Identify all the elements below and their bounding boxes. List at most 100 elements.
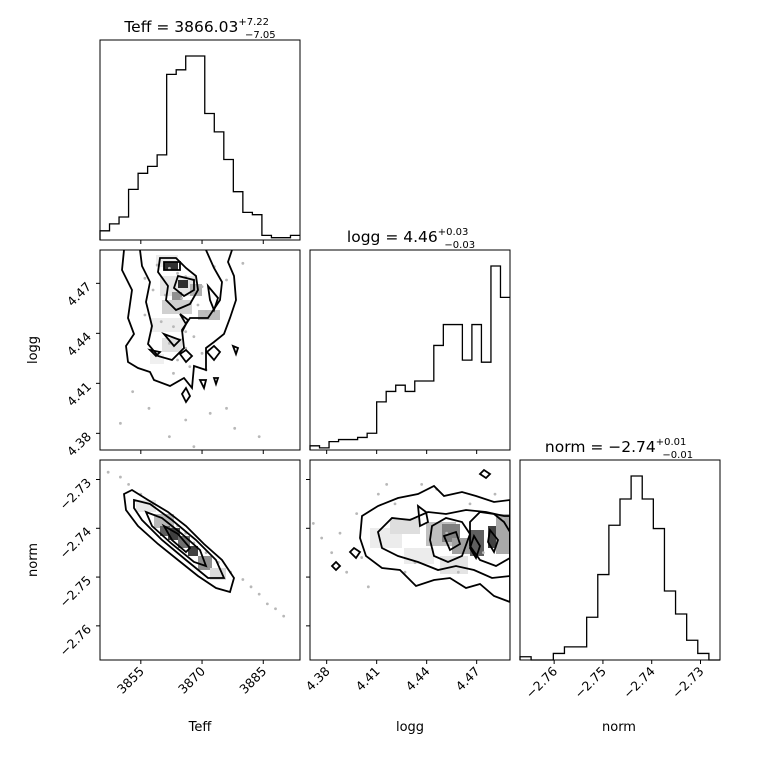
sample-point [345, 570, 349, 574]
sample-point [360, 556, 364, 559]
sample-point [456, 570, 460, 574]
sample-point [265, 602, 269, 606]
sample-point [393, 502, 397, 506]
sample-point [445, 531, 449, 535]
sample-point [501, 517, 505, 520]
panel-frame [309, 249, 511, 451]
y-tick-label: −2.73 [56, 475, 94, 513]
panel-teff-histogram: Teff = 3866.03+7.22 −7.05 [99, 17, 301, 244]
sample-point [249, 585, 253, 589]
sample-point [143, 276, 147, 280]
hist-bin [676, 614, 687, 660]
sample-point [131, 390, 135, 394]
x-axis-label-norm: norm [602, 720, 636, 735]
hist-bin [434, 345, 444, 450]
teff-hist-bins [99, 55, 300, 241]
sample-point [147, 406, 151, 410]
x-axis-label-teff: Teff [188, 720, 213, 735]
panel-frame [99, 249, 301, 451]
hist-bin [195, 56, 205, 240]
hist-step-line [99, 55, 300, 240]
hist-bin [205, 114, 215, 241]
title-logg-main: logg = 4.46 [347, 228, 438, 246]
hist-bin [243, 212, 253, 240]
hist-bin [348, 440, 358, 450]
hist-bin [329, 442, 339, 450]
title-norm-sup: +0.01 [656, 437, 687, 448]
hist-bin [148, 166, 158, 240]
hist-bin [167, 74, 177, 240]
x-tick-label: 4.47 [452, 664, 482, 694]
hist-bin [698, 653, 709, 660]
title-logg-sub: −0.03 [444, 240, 475, 251]
sample-point [180, 296, 184, 300]
sample-point [184, 418, 188, 422]
sample-point [468, 502, 472, 506]
panel-frame [309, 459, 511, 661]
x-tick-label: 4.38 [302, 663, 332, 693]
hist-bin [339, 440, 349, 450]
sample-point [320, 536, 324, 540]
sample-point [311, 522, 315, 525]
sample-point [127, 482, 130, 486]
hist-bin [415, 381, 425, 450]
x-tick-label: −2.75 [571, 664, 609, 702]
sample-point [119, 475, 122, 479]
hist-bin [631, 476, 642, 660]
hist-bin [653, 529, 664, 660]
hist-bin [186, 56, 196, 240]
y-tick-label: 4.38 [64, 429, 94, 459]
hist-bin [367, 433, 377, 450]
hist-bin [100, 231, 110, 240]
hist-bin [462, 360, 472, 450]
panel-logg-histogram: logg = 4.46+0.03 −0.03 [309, 227, 511, 454]
title-teff: Teff = 3866.03+7.22 −7.05 [123, 17, 275, 41]
panel-teff-logg [96, 249, 301, 454]
sample-point [176, 358, 179, 362]
x-axis-label-logg: logg [396, 720, 424, 735]
x-tick-label: 3855 [114, 664, 147, 697]
sample-point [188, 365, 192, 369]
sample-point [366, 585, 370, 589]
sample-point [192, 335, 196, 339]
sample-point [192, 445, 196, 449]
hist-bin [138, 173, 148, 240]
y-tick-label: 4.41 [64, 379, 94, 409]
x-tick-labels-norm: −2.76 −2.75 −2.74 −2.73 [523, 663, 707, 701]
hist-bin [386, 391, 396, 450]
x-tick-label: 3885 [236, 664, 269, 697]
hist-bin [252, 215, 262, 240]
sample-point [225, 278, 228, 282]
x-tick-label: −2.76 [523, 663, 561, 701]
sample-point [385, 482, 389, 486]
hist-bin [290, 235, 300, 240]
hist-bin [424, 381, 434, 450]
hist-bin [687, 640, 698, 660]
hist-bin [262, 235, 272, 240]
sample-point [167, 266, 171, 270]
sample-point [481, 551, 485, 555]
hist-bin [110, 224, 120, 240]
density-contours [330, 468, 510, 603]
sample-point [355, 512, 359, 516]
logg-hist-bins [309, 265, 510, 450]
panel-frame [99, 39, 301, 241]
sample-point [167, 435, 171, 439]
panel-frame [519, 459, 721, 661]
sample-point [155, 263, 159, 267]
sample-point [106, 470, 110, 474]
density-contours [123, 488, 235, 594]
title-teff-sup: +7.22 [238, 17, 269, 28]
sample-point [184, 330, 188, 334]
hist-bin [576, 647, 587, 660]
x-tick-label: −2.73 [669, 664, 707, 702]
y-tick-label: 4.44 [64, 329, 94, 359]
hist-bin [358, 437, 368, 450]
hist-bin [176, 70, 186, 240]
sample-point [257, 435, 261, 439]
sample-point [176, 271, 179, 275]
sample-point [233, 426, 237, 430]
sample-points-teff-norm [106, 470, 286, 618]
hist-bin [443, 325, 453, 450]
